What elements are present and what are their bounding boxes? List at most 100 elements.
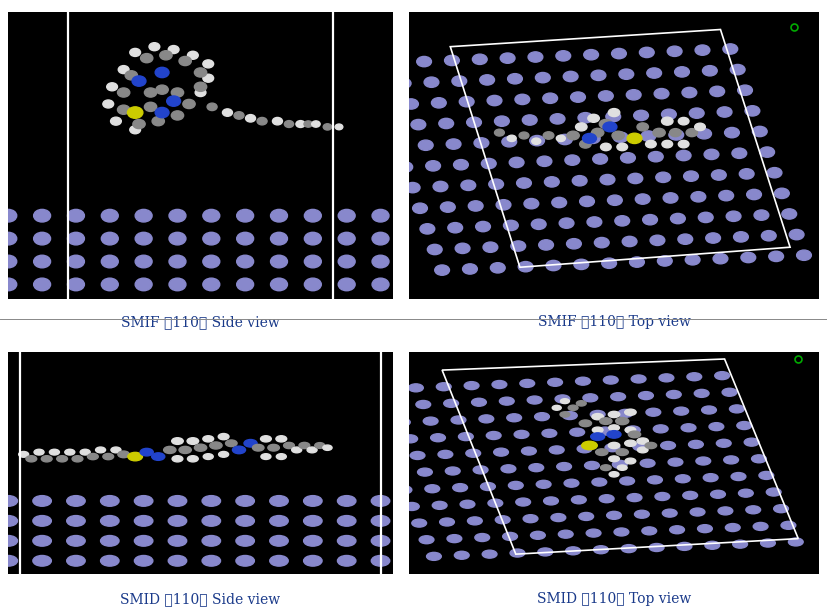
Circle shape	[261, 454, 271, 460]
Circle shape	[411, 120, 426, 130]
Circle shape	[371, 556, 390, 566]
Circle shape	[203, 454, 213, 460]
Circle shape	[648, 152, 663, 162]
Circle shape	[683, 492, 697, 500]
Circle shape	[698, 213, 713, 222]
Circle shape	[568, 405, 578, 410]
Circle shape	[183, 99, 195, 108]
Circle shape	[427, 553, 442, 561]
Circle shape	[133, 120, 146, 129]
Circle shape	[646, 140, 656, 148]
Circle shape	[464, 382, 479, 389]
Circle shape	[304, 209, 322, 222]
Circle shape	[500, 53, 515, 63]
Circle shape	[600, 174, 614, 185]
Circle shape	[671, 213, 686, 224]
Circle shape	[628, 173, 643, 184]
Circle shape	[117, 105, 130, 115]
Circle shape	[650, 235, 665, 246]
Circle shape	[687, 373, 701, 381]
Circle shape	[621, 545, 636, 553]
Circle shape	[761, 539, 776, 547]
Circle shape	[128, 452, 142, 461]
Circle shape	[676, 150, 691, 161]
Circle shape	[615, 418, 629, 424]
Circle shape	[690, 108, 704, 118]
Circle shape	[188, 456, 198, 462]
Circle shape	[337, 535, 356, 546]
Circle shape	[501, 465, 516, 472]
Circle shape	[603, 122, 617, 132]
Circle shape	[292, 447, 302, 453]
Circle shape	[523, 115, 537, 125]
Circle shape	[237, 232, 254, 245]
Circle shape	[480, 75, 495, 85]
Circle shape	[203, 232, 220, 245]
Circle shape	[171, 88, 184, 97]
Circle shape	[475, 533, 490, 541]
Circle shape	[524, 198, 538, 209]
Circle shape	[579, 513, 594, 521]
Circle shape	[68, 255, 84, 268]
Circle shape	[625, 427, 636, 433]
Circle shape	[33, 516, 51, 526]
Circle shape	[428, 245, 442, 254]
Circle shape	[151, 453, 165, 460]
Circle shape	[507, 135, 516, 142]
Circle shape	[543, 132, 554, 139]
Circle shape	[164, 447, 176, 453]
Circle shape	[709, 423, 724, 431]
Circle shape	[34, 232, 50, 245]
Circle shape	[80, 449, 90, 455]
Circle shape	[551, 514, 566, 522]
Circle shape	[695, 389, 709, 397]
Circle shape	[218, 434, 229, 440]
Circle shape	[617, 144, 628, 151]
Circle shape	[252, 444, 264, 451]
Circle shape	[696, 457, 710, 465]
Circle shape	[668, 458, 683, 466]
Circle shape	[270, 278, 288, 291]
Circle shape	[495, 129, 504, 136]
Circle shape	[226, 440, 237, 447]
Circle shape	[244, 439, 257, 447]
Circle shape	[111, 447, 121, 453]
Circle shape	[155, 67, 169, 78]
Circle shape	[372, 209, 389, 222]
Circle shape	[67, 556, 85, 566]
Circle shape	[619, 69, 633, 79]
Circle shape	[270, 516, 289, 526]
Circle shape	[435, 265, 450, 275]
Circle shape	[731, 472, 746, 480]
Circle shape	[480, 482, 495, 490]
Circle shape	[127, 107, 143, 118]
Circle shape	[103, 453, 113, 460]
Circle shape	[471, 399, 486, 406]
Circle shape	[486, 432, 501, 439]
Circle shape	[187, 438, 198, 444]
Circle shape	[729, 405, 744, 413]
Circle shape	[304, 255, 322, 268]
Circle shape	[167, 96, 180, 107]
Circle shape	[323, 445, 332, 450]
Circle shape	[335, 124, 343, 130]
Circle shape	[270, 209, 288, 222]
Circle shape	[705, 233, 720, 243]
Circle shape	[102, 278, 118, 291]
Circle shape	[50, 449, 60, 455]
Circle shape	[637, 438, 648, 444]
Circle shape	[543, 497, 558, 505]
Circle shape	[452, 76, 466, 86]
Circle shape	[557, 134, 572, 145]
Circle shape	[510, 549, 525, 557]
Circle shape	[482, 550, 497, 558]
Circle shape	[130, 49, 141, 57]
Circle shape	[168, 496, 187, 506]
Circle shape	[237, 209, 254, 222]
Circle shape	[572, 176, 587, 186]
Circle shape	[461, 180, 476, 190]
Circle shape	[583, 394, 598, 402]
Circle shape	[396, 78, 411, 89]
Circle shape	[723, 44, 738, 54]
Circle shape	[796, 250, 811, 261]
